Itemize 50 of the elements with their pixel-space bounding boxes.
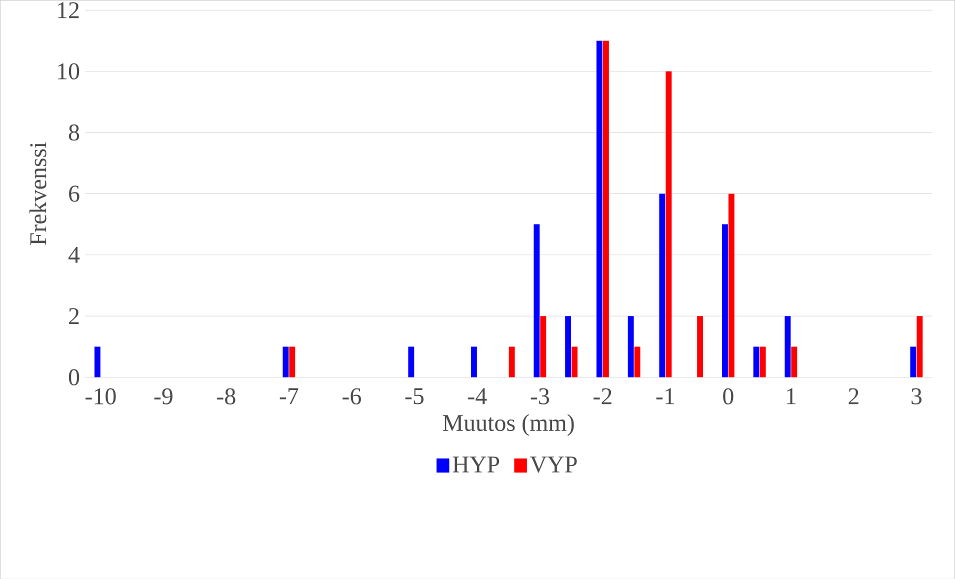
x-tick-label: 3 [912, 388, 922, 404]
y-axis-title: Frekvenssi [29, 142, 46, 245]
bar [572, 346, 578, 378]
x-tick-label: 1 [787, 388, 796, 404]
bar [784, 316, 791, 378]
y-tick-label: 2 [69, 308, 79, 324]
y-tick-label: 10 [58, 63, 80, 80]
bar [760, 346, 766, 378]
bar [791, 346, 798, 378]
bar [540, 316, 546, 378]
y-tick-label: 6 [69, 185, 80, 202]
bar [289, 346, 296, 378]
legend-label: HYP [452, 456, 500, 472]
bar [508, 346, 515, 378]
bar [697, 316, 704, 378]
y-tick-label: 12 [58, 2, 79, 18]
bar [470, 346, 477, 378]
bar [916, 316, 923, 378]
bar [94, 346, 100, 378]
legend-label: VYP [530, 456, 577, 472]
bar [753, 346, 760, 378]
x-tick-label: -4 [468, 388, 487, 404]
x-tick-label: -10 [86, 388, 116, 404]
y-tick-label: 8 [68, 124, 80, 140]
x-tick-label: -1 [656, 388, 674, 404]
bar [596, 40, 602, 378]
x-tick-label: -7 [280, 388, 298, 404]
x-tick-label: 2 [848, 388, 858, 404]
bar [728, 193, 734, 378]
x-tick-label: -8 [217, 388, 236, 404]
y-tick-label: 0 [68, 368, 80, 386]
x-tick-label: -3 [530, 388, 550, 404]
x-axis-title: Muutos (mm) [442, 414, 574, 436]
bar [565, 316, 572, 378]
y-tick-label: 4 [68, 246, 80, 263]
bar [722, 224, 728, 378]
x-tick-label: 0 [723, 388, 734, 404]
x-tick-label: -5 [405, 388, 424, 404]
bar [666, 71, 672, 378]
x-tick-label: -6 [342, 388, 361, 404]
bar [408, 346, 414, 378]
bar [534, 224, 540, 378]
x-tick-label: -9 [154, 388, 172, 404]
bar [659, 193, 666, 378]
bar [634, 346, 640, 378]
bar [282, 346, 289, 378]
x-tick-label: -2 [594, 388, 612, 404]
bar [910, 346, 916, 378]
bar [602, 40, 609, 378]
bar [628, 316, 634, 378]
